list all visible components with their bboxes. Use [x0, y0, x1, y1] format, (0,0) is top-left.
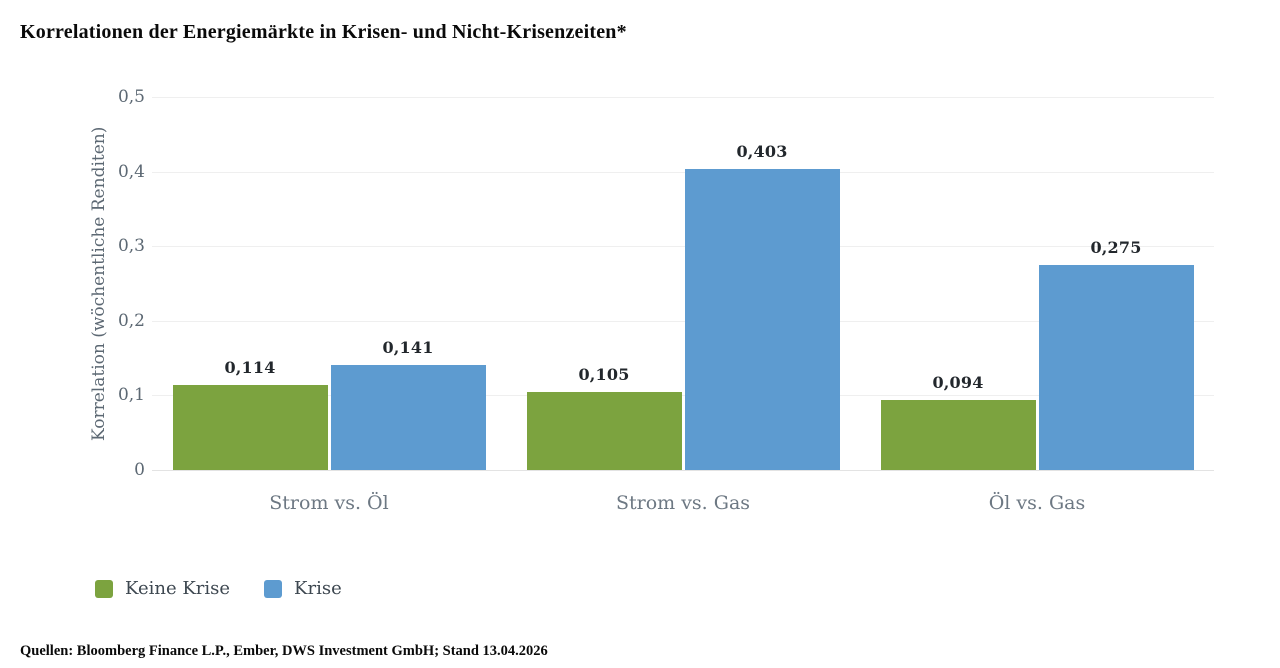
y-tick-label: 0,4	[117, 161, 145, 182]
y-axis: 0,5 0,4 0,3 0,2 0,1 0	[0, 87, 145, 480]
bar-value-label: 0,141	[382, 337, 434, 357]
bar-value-label: 0,114	[224, 357, 276, 377]
gridline	[152, 395, 1214, 397]
bar-group-oel-vs-gas: 0,094 0,275	[860, 97, 1214, 470]
y-tick-label: 0,1	[117, 385, 145, 406]
legend-swatch-green	[95, 579, 113, 598]
bar-value-label: 0,403	[736, 142, 788, 162]
gridline	[152, 97, 1214, 98]
bar-groups: 0,114 0,141 0,105 0,403	[152, 97, 1214, 470]
x-category-label: Strom vs. Öl	[269, 492, 389, 514]
bar-krise: 0,403	[684, 142, 840, 470]
y-tick-label: 0,3	[117, 236, 145, 257]
y-tick-label: 0	[134, 460, 145, 480]
bar-keine-krise: 0,114	[172, 358, 328, 470]
legend: Keine Krise Krise	[95, 578, 342, 599]
bar-keine-krise: 0,094	[880, 373, 1036, 470]
gridline	[152, 171, 1214, 173]
bar-krise: 0,275	[1038, 238, 1194, 470]
x-category-label: Öl vs. Gas	[988, 492, 1086, 514]
bar-value-label: 0,275	[1090, 237, 1142, 257]
legend-label: Krise	[294, 578, 342, 599]
bar-value-label: 0,094	[932, 372, 984, 392]
source-note: Quellen: Bloomberg Finance L.P., Ember, …	[20, 643, 548, 659]
bar-krise: 0,141	[330, 338, 486, 470]
bar-value-label: 0,105	[578, 364, 630, 384]
bar-keine-krise: 0,105	[526, 365, 682, 470]
legend-swatch-blue	[264, 579, 283, 598]
y-tick-label: 0,5	[117, 87, 145, 107]
bar-group-strom-vs-gas: 0,105 0,403	[506, 97, 860, 470]
legend-item-krise: Krise	[264, 578, 342, 599]
bar-group-strom-vs-oel: 0,114 0,141	[152, 97, 506, 470]
legend-item-keine-krise: Keine Krise	[95, 578, 230, 599]
gridline	[152, 246, 1214, 248]
plot-area: 0,114 0,141 0,105 0,403	[152, 97, 1214, 471]
y-tick-label: 0,2	[117, 310, 145, 331]
x-axis: Strom vs. Öl Strom vs. Gas Öl vs. Gas	[152, 492, 1214, 514]
gridline	[152, 320, 1214, 322]
x-category-label: Strom vs. Gas	[615, 492, 751, 514]
chart-title: Korrelationen der Energiemärkte in Krise…	[20, 21, 627, 43]
legend-label: Keine Krise	[125, 578, 231, 599]
